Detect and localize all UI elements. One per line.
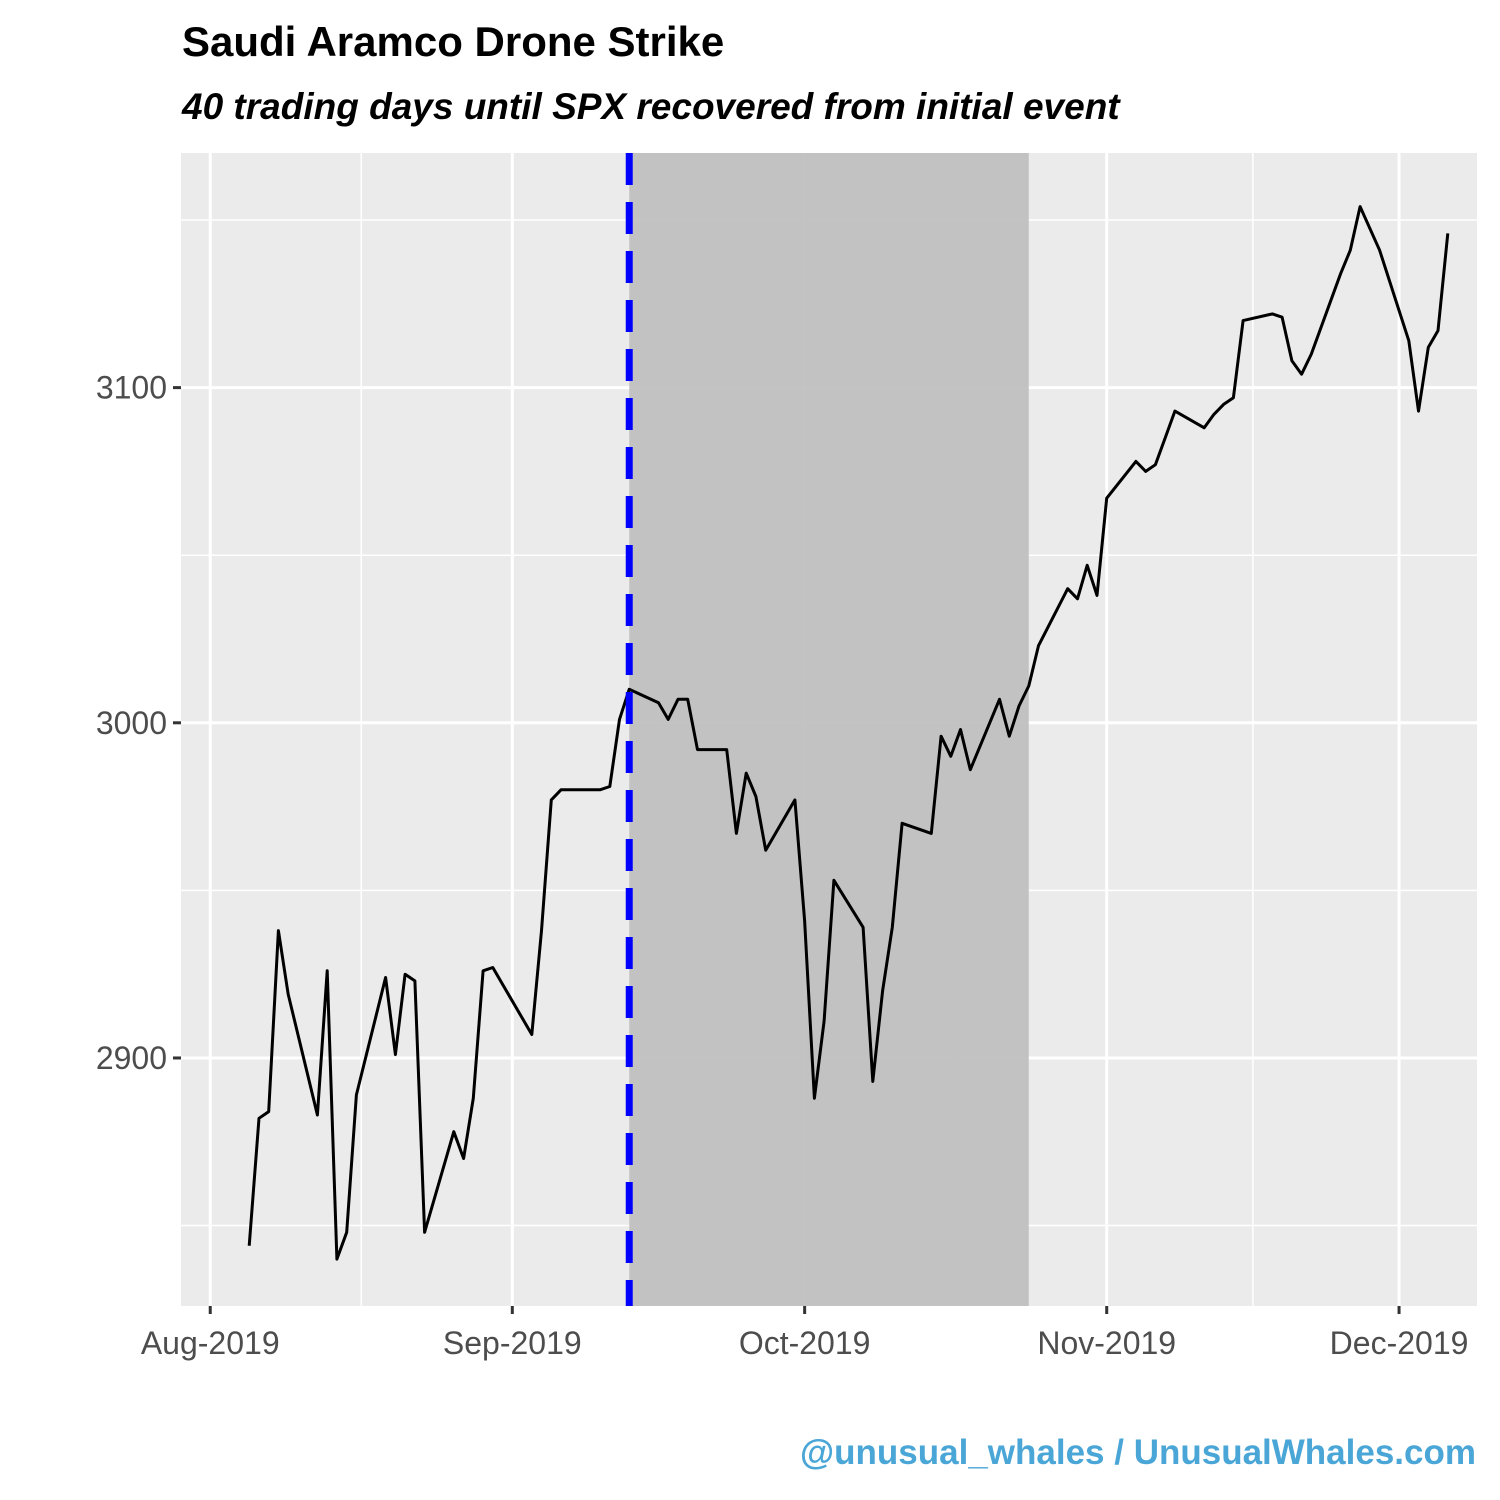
chart-title: Saudi Aramco Drone Strike: [182, 18, 725, 65]
y-axis: 2900 3000 3100: [96, 370, 181, 1076]
series-layer: [247, 205, 1450, 1261]
x-tick-label: Sep-2019: [443, 1325, 582, 1361]
x-axis: Aug-2019 Sep-2019 Oct-2019 Nov-2019 Dec-2019: [141, 1306, 1469, 1361]
x-tick-label: Dec-2019: [1330, 1325, 1469, 1361]
caption: @unusual_whales / UnusualWhales.com: [800, 1433, 1476, 1472]
y-tick-label: 3000: [96, 705, 167, 741]
y-tick-label: 2900: [96, 1040, 167, 1076]
x-tick-label: Aug-2019: [141, 1325, 280, 1361]
series-line-spx: [247, 205, 1450, 1261]
x-tick-label: Nov-2019: [1037, 1325, 1176, 1361]
chart-subtitle: 40 trading days until SPX recovered from…: [182, 86, 1120, 127]
x-tick-label: Oct-2019: [739, 1325, 871, 1361]
y-tick-label: 3100: [96, 370, 167, 406]
recovery-window-band: [629, 153, 1029, 1306]
